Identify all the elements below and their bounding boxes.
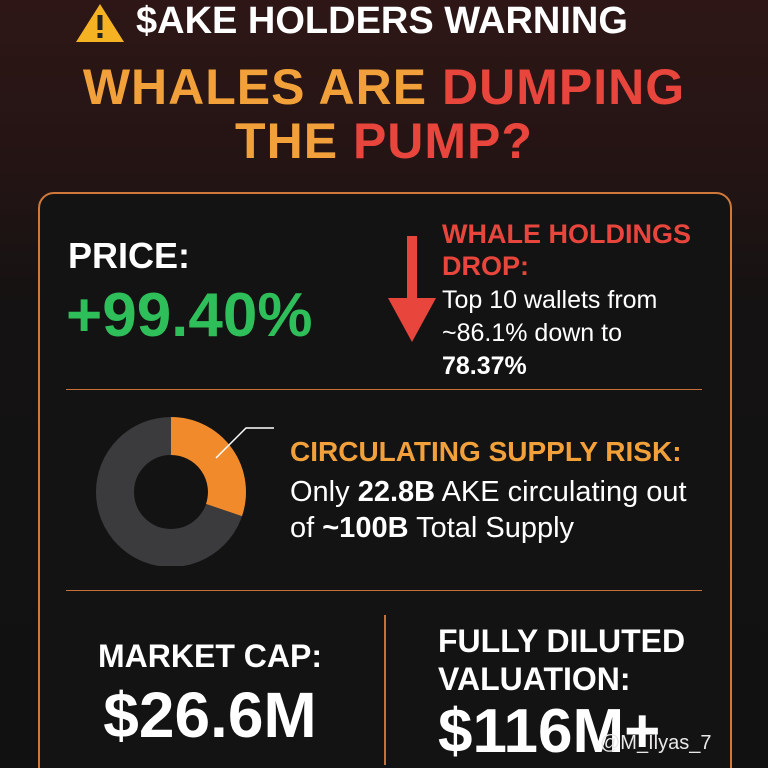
whale-highlight: 78.37% xyxy=(442,352,527,380)
headline-text: DUMPING xyxy=(442,59,686,115)
whale-text: Top 10 wallets from ~86.1% down to xyxy=(442,286,658,347)
fdv-label: FULLY DILUTED VALUATION: xyxy=(438,623,686,697)
divider xyxy=(66,590,702,591)
supply-text: AKE circulating out of xyxy=(290,476,687,544)
supply-body: Only 22.8B AKE circulating out of ~100B … xyxy=(290,474,690,546)
headline-line: WHALES ARE DUMPING xyxy=(0,58,768,116)
headline-text: THE xyxy=(235,113,339,169)
fdv-value: $116M+ xyxy=(438,697,661,766)
supply-text: Total Supply xyxy=(416,512,575,544)
headline-text: WHALES ARE xyxy=(82,59,428,115)
price-value: +99.40% xyxy=(66,281,313,350)
headline-line: THE PUMP? xyxy=(0,112,768,170)
supply-text: Only xyxy=(290,476,350,508)
headline-text: PUMP? xyxy=(352,113,533,169)
market-cap-value: $26.6M xyxy=(103,679,317,751)
supply-highlight: ~100B xyxy=(322,512,409,544)
down-arrow xyxy=(388,236,436,342)
supply-donut xyxy=(96,417,274,566)
supply-highlight: 22.8B xyxy=(357,476,436,508)
divider xyxy=(384,615,386,765)
header-title: $AKE HOLDERS WARNING xyxy=(136,0,628,42)
market-cap-label: MARKET CAP: xyxy=(98,638,322,674)
price-label: PRICE: xyxy=(68,235,191,276)
watermark: @M_Ilyas_7 xyxy=(600,732,712,754)
supply-title: CIRCULATING SUPPLY RISK: xyxy=(290,436,682,467)
divider xyxy=(66,389,702,390)
whale-title: WHALE HOLDINGS DROP: xyxy=(442,219,691,281)
whale-body: Top 10 wallets from ~86.1% down to 78.37… xyxy=(442,284,702,383)
warning-icon xyxy=(76,4,124,42)
